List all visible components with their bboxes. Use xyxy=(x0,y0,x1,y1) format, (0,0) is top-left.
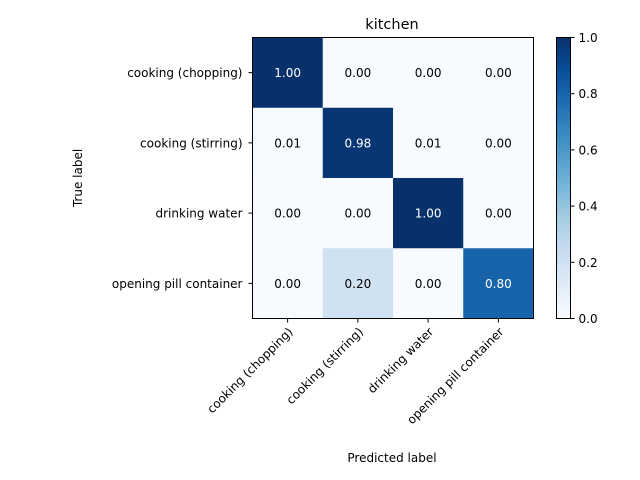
heatmap-cell xyxy=(463,178,534,249)
y-tick-label: drinking water xyxy=(156,207,243,221)
heatmap-cell xyxy=(463,37,534,109)
cell-value-label: 0.00 xyxy=(274,207,301,221)
heatmap-cell xyxy=(322,107,394,179)
cell-value-label: 0.98 xyxy=(345,136,372,150)
cell-value-label: 0.00 xyxy=(274,277,301,291)
colorbar-tick-label: 1.0 xyxy=(579,31,598,45)
heatmap-cell xyxy=(252,178,324,249)
colorbar-tick-label: 0.4 xyxy=(579,200,598,214)
heatmap-cell xyxy=(252,248,324,319)
colorbar-tick-label: 0.0 xyxy=(579,312,598,326)
heatmap-cell xyxy=(393,37,464,109)
cell-value-label: 0.01 xyxy=(274,136,301,150)
cell-value-label: 0.00 xyxy=(415,66,442,80)
plot-frame xyxy=(252,37,534,319)
heatmap-cell xyxy=(322,37,394,109)
cell-value-label: 0.20 xyxy=(345,277,372,291)
heatmap-cell xyxy=(393,178,464,249)
cell-value-label: 0.00 xyxy=(345,207,372,221)
colorbar-ticks: 0.0 0.2 0.4 0.6 0.8 1.0 xyxy=(570,31,598,326)
heatmap-cell xyxy=(252,37,324,109)
x-axis-label: Predicted label xyxy=(347,451,436,465)
heatmap-cell xyxy=(252,107,324,179)
chart-title: kitchen xyxy=(365,17,418,33)
cell-value-label: 0.00 xyxy=(485,136,512,150)
y-axis-ticks: cooking (chopping) cooking (stirring) drin… xyxy=(112,66,253,291)
y-tick-label: cooking (stirring) xyxy=(140,136,242,150)
heatmap-cell xyxy=(322,178,394,249)
heatmap-cell xyxy=(463,107,534,179)
heatmap-cell-labels: 1.00 0.00 0.00 0.00 0.01 0.98 0.01 0.00 0.00 0.00… xyxy=(274,66,511,291)
heatmap-cell xyxy=(322,248,394,319)
colorbar-tick-label: 0.8 xyxy=(579,87,598,101)
colorbar-tick-label: 0.2 xyxy=(579,256,598,270)
x-tick-label: cooking (chopping) xyxy=(204,325,295,416)
colorbar-tick-label: 0.6 xyxy=(579,143,598,157)
heatmap-cells xyxy=(252,37,534,319)
cell-value-label: 0.00 xyxy=(415,277,442,291)
cell-value-label: 0.00 xyxy=(345,66,372,80)
heatmap-cell xyxy=(393,107,464,179)
cell-value-label: 0.00 xyxy=(485,207,512,221)
x-axis-ticks: cooking (chopping)cooking (stirring)drin… xyxy=(204,318,507,427)
cell-value-label: 0.01 xyxy=(415,136,442,150)
y-tick-label: opening pill container xyxy=(112,277,243,291)
x-tick-label: drinking water xyxy=(365,325,436,396)
y-tick-label: cooking (chopping) xyxy=(127,66,242,80)
heatmap-cell xyxy=(463,248,534,319)
cell-value-label: 1.00 xyxy=(415,207,442,221)
cell-value-label: 0.00 xyxy=(485,66,512,80)
x-tick-label: cooking (stirring) xyxy=(284,325,366,407)
colorbar xyxy=(556,37,571,319)
cell-value-label: 1.00 xyxy=(274,66,301,80)
y-axis-label: True label xyxy=(71,149,85,208)
heatmap-cell xyxy=(393,248,464,319)
cell-value-label: 0.80 xyxy=(485,277,512,291)
